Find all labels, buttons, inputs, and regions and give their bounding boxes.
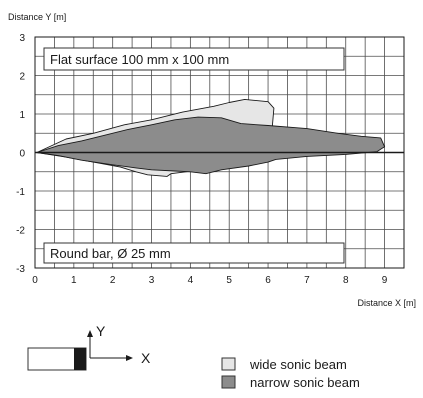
x-tick-label: 3 xyxy=(149,275,155,286)
x-tick-label: 8 xyxy=(343,275,349,286)
legend-swatch-narrow xyxy=(221,375,236,389)
x-tick-label: 6 xyxy=(265,275,271,286)
y-tick-label: -1 xyxy=(16,187,25,198)
coord-y-arrow-icon xyxy=(87,330,93,337)
y-tick-label: 0 xyxy=(19,149,25,160)
narrow-beam-area xyxy=(36,116,386,175)
y-tick-label: -3 xyxy=(16,264,25,275)
coord-x-label: X xyxy=(141,350,151,366)
x-tick-label: 1 xyxy=(71,275,77,286)
y-tick-label: -2 xyxy=(16,226,25,237)
y-axis-title: Distance Y [m] xyxy=(8,12,66,22)
x-tick-label: 4 xyxy=(188,275,194,286)
y-tick-label: 1 xyxy=(19,110,25,121)
sensor-icon xyxy=(27,347,87,371)
bottom-annotation-frame xyxy=(43,242,345,264)
y-tick-label: 2 xyxy=(19,72,25,83)
x-tick-label: 2 xyxy=(110,275,116,286)
top-annotation-frame xyxy=(43,47,345,71)
x-tick-label: 5 xyxy=(226,275,232,286)
legend-swatch-wide xyxy=(221,357,236,371)
y-tick-label: 3 xyxy=(19,33,25,44)
x-tick-label: 0 xyxy=(32,275,38,286)
x-tick-label: 9 xyxy=(382,275,388,286)
top-annotation-text: Flat surface 100 mm x 100 mm xyxy=(50,52,229,67)
tick-labels: 0 1 2 3 4 5 6 7 8 9 3 2 1 0 -1 -2 -3 xyxy=(16,33,388,286)
bottom-annotation-text: Round bar, Ø 25 mm xyxy=(50,246,171,261)
x-axis-title: Distance X [m] xyxy=(357,298,416,308)
coord-x-arrow-icon xyxy=(126,355,133,361)
legend-label-narrow: narrow sonic beam xyxy=(250,375,360,390)
beam-series xyxy=(36,98,386,177)
coord-y-label: Y xyxy=(96,323,106,339)
sensor-head xyxy=(74,348,86,370)
x-tick-label: 7 xyxy=(304,275,310,286)
legend: wide sonic beam narrow sonic beam xyxy=(221,357,360,390)
legend-label-wide: wide sonic beam xyxy=(249,357,347,372)
bottom-annotation-box: Round bar, Ø 25 mm xyxy=(43,242,345,264)
top-annotation-box: Flat surface 100 mm x 100 mm xyxy=(43,47,345,71)
legend-item-narrow: narrow sonic beam xyxy=(221,375,360,390)
legend-item-wide: wide sonic beam xyxy=(221,357,347,372)
coordinate-axes-icon: Y X xyxy=(87,323,151,366)
